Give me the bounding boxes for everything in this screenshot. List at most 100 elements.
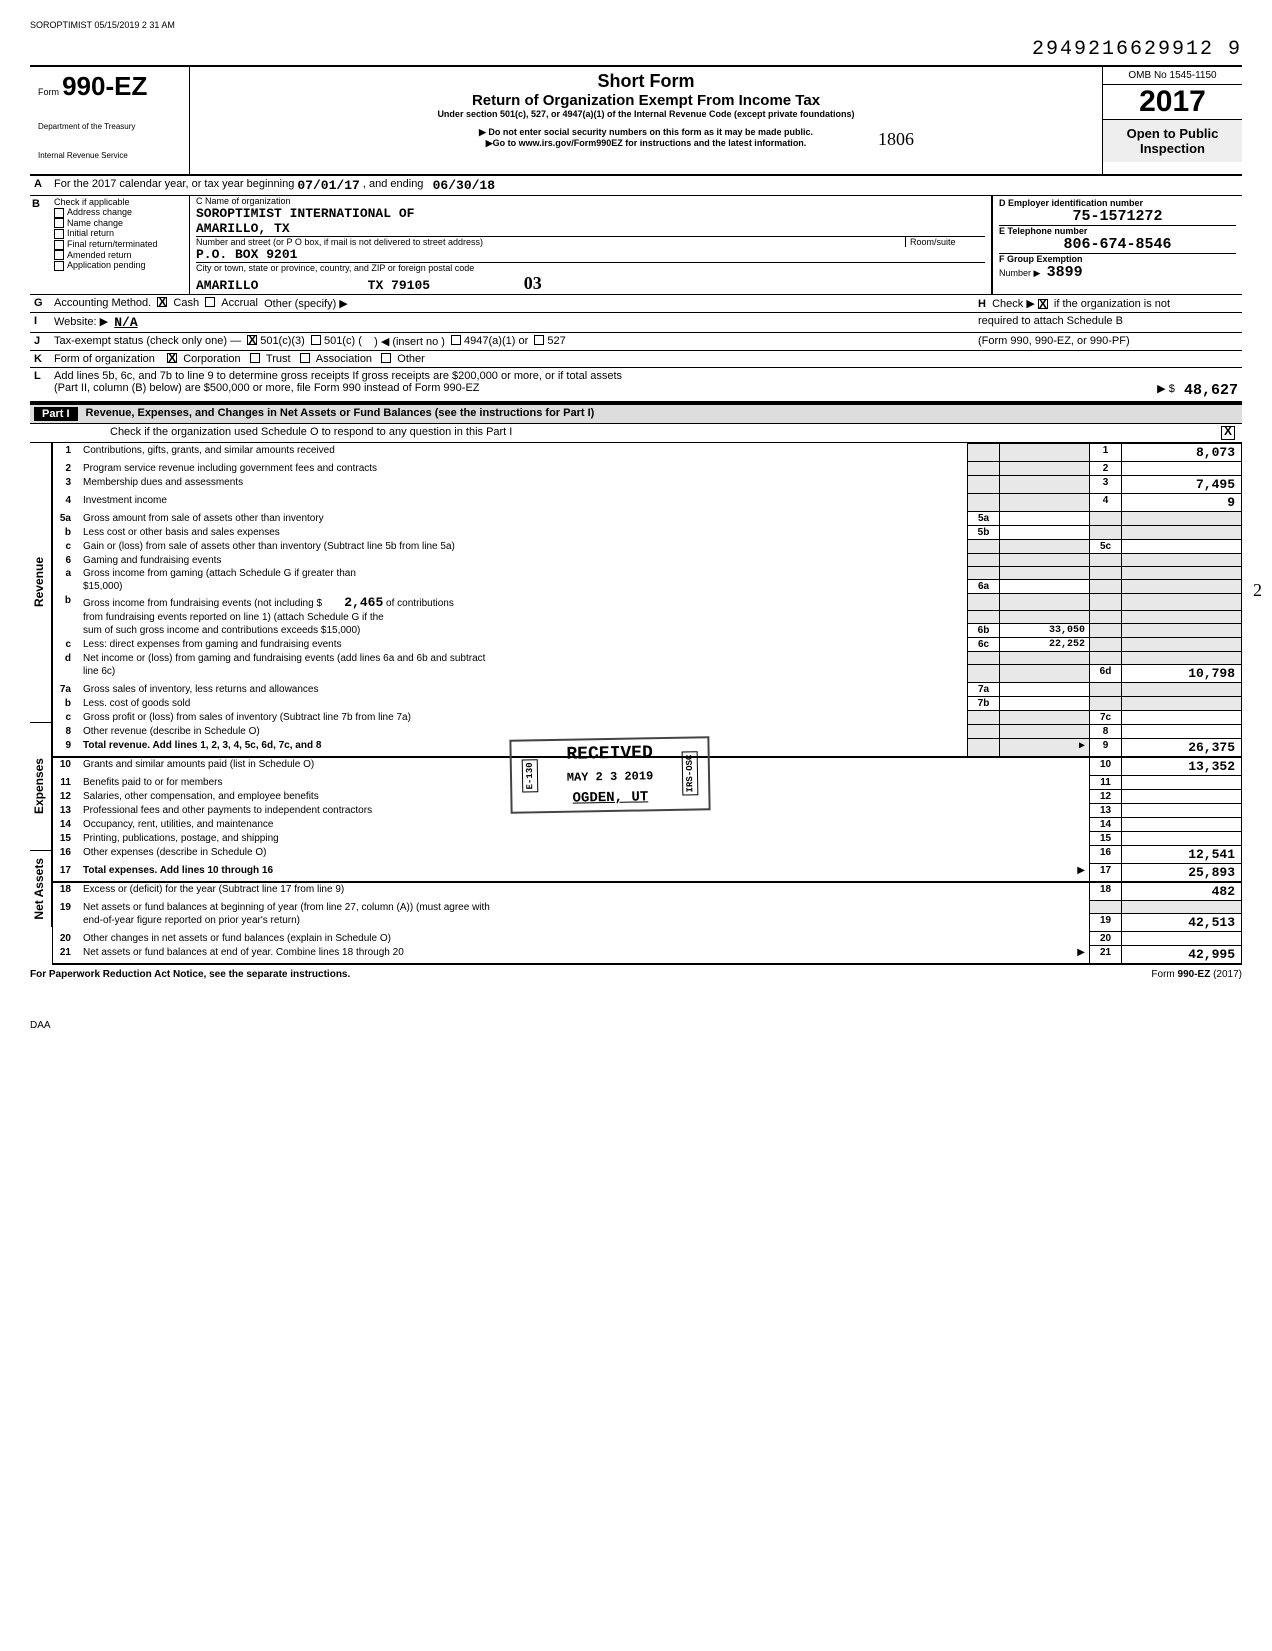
room-label: Room/suite: [905, 237, 985, 247]
group-exemption: 3899: [1047, 264, 1083, 281]
l-arrow: ▶ $: [1157, 382, 1175, 399]
stamp-side-2: IRS-OSC: [682, 752, 699, 796]
line-12-amt: [1122, 790, 1242, 804]
line-5b-mid: [1000, 526, 1090, 540]
d-label: D Employer identification number: [999, 198, 1236, 208]
checkbox-sched-o[interactable]: X: [1221, 426, 1235, 440]
line-10-amt: 13,352: [1122, 757, 1242, 776]
c-city-label: City or town, state or province, country…: [196, 263, 985, 273]
handwritten-03: 03: [524, 273, 542, 293]
line-14-amt: [1122, 818, 1242, 832]
line-l-label: L: [34, 370, 54, 382]
line-2-amt: [1122, 462, 1242, 476]
checkbox-address-change[interactable]: [54, 208, 64, 218]
line-13-amt: [1122, 804, 1242, 818]
f-label: F Group Exemption: [999, 254, 1236, 264]
checkbox-cash[interactable]: X: [157, 297, 167, 307]
b-header: Check if applicable: [54, 197, 185, 207]
phone: 806-674-8546: [999, 236, 1236, 254]
gross-receipts: 48,627: [1184, 382, 1238, 399]
checkbox-501c[interactable]: [311, 335, 321, 345]
line-j-label: J: [34, 335, 54, 348]
stamp-received: RECEIVED: [537, 743, 681, 766]
inspection-2: Inspection: [1140, 141, 1205, 156]
part-1-title: Revenue, Expenses, and Changes in Net As…: [86, 407, 595, 421]
line-11-amt: [1122, 776, 1242, 790]
part-1-check-text: Check if the organization used Schedule …: [110, 426, 512, 440]
org-name-1: SOROPTIMIST INTERNATIONAL OF: [196, 206, 985, 221]
line-6d-amt: 10,798: [1122, 665, 1242, 683]
checkbox-amended[interactable]: [54, 250, 64, 260]
checkbox-corp[interactable]: X: [167, 353, 177, 363]
form-number: 990-EZ: [62, 71, 147, 101]
daa-footer: DAA: [30, 1020, 1242, 1031]
line-6c-mid: 22,252: [1000, 638, 1090, 652]
part-1-header: Part I Revenue, Expenses, and Changes in…: [30, 403, 1242, 424]
checkbox-other-org[interactable]: [381, 353, 391, 363]
subtitle-1: Under section 501(c), 527, or 4947(a)(1)…: [194, 109, 1098, 119]
checkbox-app-pending[interactable]: [54, 261, 64, 271]
line-5c-amt: [1122, 540, 1242, 554]
revenue-label: Revenue: [30, 557, 48, 607]
line-16-amt: 12,541: [1122, 846, 1242, 864]
line-6a-mid: [1000, 580, 1090, 594]
checkbox-501c3[interactable]: X: [247, 335, 257, 345]
dept-2: Internal Revenue Service: [38, 151, 181, 160]
line-i-label: I: [34, 315, 54, 330]
title-main: Return of Organization Exempt From Incom…: [194, 92, 1098, 109]
line-1-amt: 8,073: [1122, 444, 1242, 462]
checkbox-527[interactable]: [534, 335, 544, 345]
org-city: AMARILLO: [196, 278, 258, 293]
line-9-amt: 26,375: [1122, 739, 1242, 758]
org-state: TX: [368, 278, 384, 293]
form-header: Form 990-EZ Department of the Treasury I…: [30, 65, 1242, 176]
subtitle-2: ▶ Do not enter social security numbers o…: [194, 127, 1098, 138]
line-15-amt: [1122, 832, 1242, 846]
line-3-amt: 7,495: [1122, 476, 1242, 494]
checkbox-accrual[interactable]: [205, 297, 215, 307]
e-label: E Telephone number: [999, 226, 1236, 236]
line-6b-contrib: 2,465: [344, 595, 383, 610]
tax-year: 2017: [1103, 85, 1242, 120]
handwritten-dln: 1806: [878, 129, 914, 149]
k-text: Form of organization: [54, 353, 155, 365]
checkbox-4947[interactable]: [451, 335, 461, 345]
header-timestamp: SOROPTIMIST 05/15/2019 2 31 AM: [30, 20, 1242, 30]
inspection-1: Open to Public: [1127, 126, 1219, 141]
line-7a-mid: [1000, 683, 1090, 697]
line-18-amt: 482: [1122, 882, 1242, 901]
line-a-label: A: [34, 178, 54, 193]
line-6b-mid: 33,050: [1000, 624, 1090, 638]
checkbox-assoc[interactable]: [300, 353, 310, 363]
footer: For Paperwork Reduction Act Notice, see …: [30, 969, 1242, 980]
top-code: 2949216629912 9: [30, 38, 1242, 61]
part-1-body: Revenue Expenses Net Assets 1Contributio…: [30, 443, 1242, 965]
i-text: Website: ▶: [54, 315, 108, 330]
line-k-label: K: [34, 353, 54, 365]
checkbox-final-return[interactable]: [54, 240, 64, 250]
stamp-date: MAY 2 3 2019: [538, 769, 682, 786]
line-b-label: B: [30, 196, 50, 294]
org-address: P.O. BOX 9201: [196, 247, 985, 263]
checkbox-trust[interactable]: [250, 353, 260, 363]
line-17-amt: 25,893: [1122, 864, 1242, 883]
tax-year-start: 07/01/17: [297, 178, 359, 193]
h-line-3: (Form 990, 990-EZ, or 990-PF): [978, 335, 1238, 348]
line-a-mid: , and ending: [363, 178, 424, 193]
line-20-amt: [1122, 932, 1242, 946]
dept-1: Department of the Treasury: [38, 122, 181, 131]
net-assets-label: Net Assets: [30, 858, 48, 920]
entity-block: B Check if applicable Address change Nam…: [30, 196, 1242, 295]
ein: 75-1571272: [999, 208, 1236, 226]
stamp-side-1: E-130: [522, 760, 539, 793]
checkbox-initial-return[interactable]: [54, 229, 64, 239]
received-stamp: E-130 RECEIVED MAY 2 3 2019 OGDEN, UT IR…: [509, 736, 710, 813]
website: N/A: [114, 315, 137, 330]
h-line-2: required to attach Schedule B: [978, 315, 1238, 330]
checkbox-name-change[interactable]: [54, 218, 64, 228]
footer-right: Form 990-EZ (2017): [1151, 969, 1242, 980]
checkbox-sched-b[interactable]: X: [1038, 299, 1048, 309]
stamp-location: OGDEN, UT: [538, 789, 682, 808]
org-name-2: AMARILLO, TX: [196, 221, 985, 237]
omb-number: OMB No 1545-1150: [1103, 67, 1242, 85]
